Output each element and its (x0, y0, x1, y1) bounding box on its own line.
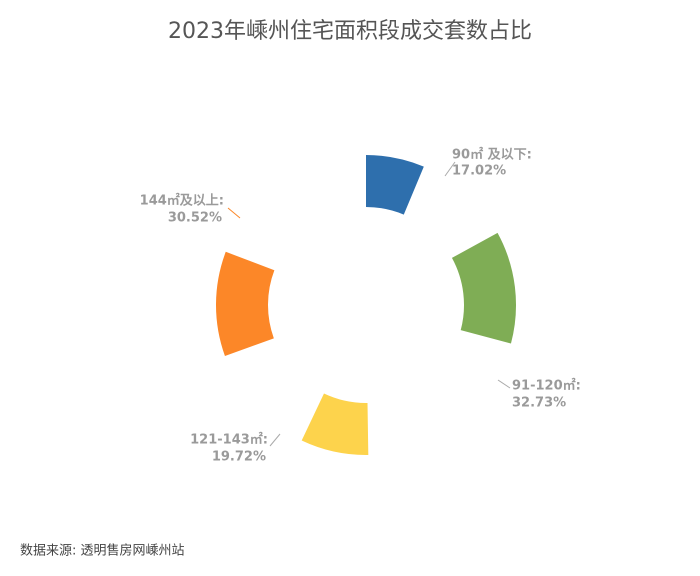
data-label-value: 19.72% (212, 450, 266, 465)
pie-segment (216, 251, 275, 357)
leader-line (497, 379, 511, 389)
data-label-value: 30.52% (168, 211, 222, 226)
data-label-name: 90㎡ 及以下: (452, 147, 532, 163)
data-label-name: 121-143㎡: (190, 432, 268, 448)
data-label-name: 91-120㎡: (512, 378, 581, 394)
source-note: 数据来源: 透明售房网嵊州站 (20, 543, 185, 559)
pie-segment (301, 393, 369, 455)
data-label-value: 32.73% (512, 396, 566, 411)
leader-line (444, 161, 456, 177)
pie-segment (451, 232, 516, 344)
leader-line (227, 207, 241, 219)
data-label-name: 144㎡及以上: (140, 193, 224, 209)
leader-line (269, 433, 281, 447)
pie-segment (366, 155, 424, 215)
chart-title: 2023年嵊州住宅面积段成交套数占比 (168, 19, 532, 44)
data-label-value: 17.02% (452, 164, 506, 179)
